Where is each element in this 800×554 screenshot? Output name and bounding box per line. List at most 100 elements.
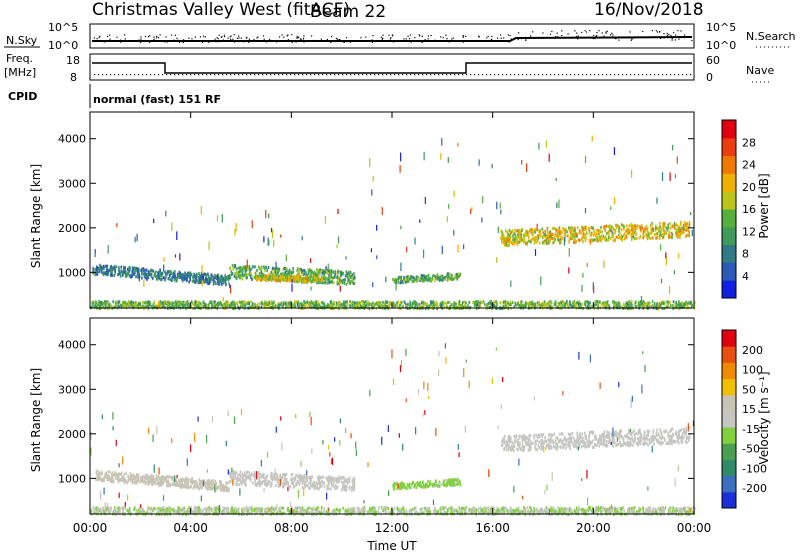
echo-cell bbox=[297, 267, 299, 271]
noise-cell bbox=[525, 163, 528, 173]
echo-cell bbox=[336, 477, 339, 481]
echo-cell bbox=[631, 235, 633, 239]
noise-cell bbox=[613, 197, 616, 205]
echo-cell bbox=[351, 300, 354, 304]
echo-cell bbox=[624, 304, 627, 308]
echo-cell bbox=[348, 270, 351, 274]
echo-cell bbox=[455, 302, 457, 306]
echo-cell bbox=[179, 275, 182, 279]
echo-cell bbox=[439, 305, 442, 309]
nsearch-dot bbox=[103, 41, 105, 43]
echo-cell bbox=[679, 223, 682, 227]
echo-cell bbox=[659, 232, 661, 236]
nave-dot bbox=[138, 74, 140, 76]
echo-cell bbox=[556, 238, 559, 242]
nave-dot bbox=[442, 74, 444, 76]
echo-cell bbox=[137, 479, 140, 483]
echo-cell bbox=[329, 280, 332, 284]
noise-cell bbox=[228, 274, 230, 280]
echo-cell bbox=[302, 268, 305, 272]
echo-cell bbox=[201, 481, 204, 485]
echo-cell bbox=[297, 275, 300, 279]
echo-cell bbox=[541, 241, 544, 245]
echo-cell bbox=[226, 487, 228, 491]
echo-cell bbox=[167, 277, 170, 281]
echo-cell bbox=[644, 227, 647, 231]
echo-cell bbox=[120, 478, 123, 482]
nsearch-dot bbox=[330, 40, 332, 42]
echo-cell bbox=[680, 230, 683, 234]
nsearch-dot bbox=[230, 35, 232, 37]
echo-cell bbox=[239, 273, 242, 277]
nave-dot bbox=[666, 74, 668, 76]
echo-cell bbox=[230, 303, 233, 307]
nsearch-dot bbox=[589, 30, 591, 32]
echo-cell bbox=[200, 274, 202, 278]
echo-cell bbox=[126, 481, 129, 485]
echo-cell bbox=[314, 303, 317, 307]
echo-cell bbox=[258, 483, 261, 487]
noise-cell bbox=[270, 228, 273, 233]
echo-cell bbox=[193, 275, 195, 279]
echo-cell bbox=[263, 273, 265, 277]
echo-cell bbox=[181, 303, 183, 307]
echo-cell bbox=[320, 279, 322, 283]
nsearch-dot bbox=[632, 37, 634, 39]
echo-cell bbox=[371, 305, 373, 309]
echo-cell bbox=[195, 304, 198, 308]
echo-cell bbox=[551, 236, 554, 240]
echo-cell bbox=[410, 274, 412, 278]
echo-cell bbox=[219, 486, 222, 490]
noise-cell bbox=[337, 208, 339, 215]
echo-cell bbox=[100, 470, 103, 474]
echo-cell bbox=[639, 227, 642, 231]
echo-cell bbox=[669, 235, 671, 239]
echo-cell bbox=[205, 273, 208, 277]
noise-cell bbox=[280, 234, 282, 238]
nave-dot bbox=[506, 74, 508, 76]
noise-cell bbox=[500, 209, 502, 215]
echo-cell bbox=[201, 273, 204, 277]
echo-cell bbox=[261, 275, 264, 279]
echo-cell bbox=[236, 301, 238, 305]
echo-cell bbox=[120, 265, 123, 269]
echo-cell bbox=[458, 272, 460, 276]
echo-cell bbox=[250, 271, 252, 275]
nsearch-dot bbox=[457, 40, 460, 42]
echo-cell bbox=[244, 474, 247, 478]
echo-cell bbox=[146, 473, 148, 477]
echo-cell bbox=[168, 270, 171, 274]
echo-cell bbox=[320, 305, 322, 309]
echo-cell bbox=[294, 304, 296, 308]
echo-cell bbox=[582, 240, 584, 244]
echo-cell bbox=[411, 304, 414, 308]
echo-cell bbox=[600, 238, 603, 242]
echo-cell bbox=[603, 302, 606, 306]
noise-cell bbox=[422, 249, 425, 258]
echo-cell bbox=[160, 304, 163, 308]
echo-cell bbox=[602, 234, 605, 238]
echo-cell bbox=[520, 233, 523, 237]
echo-cell bbox=[200, 277, 203, 281]
echo-cell bbox=[286, 277, 289, 281]
echo-cell bbox=[351, 303, 354, 307]
echo-cell bbox=[280, 301, 283, 305]
echo-cell bbox=[270, 278, 273, 282]
nave-dot bbox=[158, 74, 160, 76]
echo-cell bbox=[403, 277, 405, 281]
noise-cell bbox=[146, 277, 148, 282]
nsearch-dot bbox=[642, 30, 644, 33]
echo-cell bbox=[239, 477, 241, 481]
echo-cell bbox=[679, 235, 681, 239]
echo-cell bbox=[292, 270, 294, 274]
echo-cell bbox=[545, 238, 548, 242]
echo-cell bbox=[252, 481, 254, 485]
nsearch-dot bbox=[262, 35, 265, 37]
nave-dot bbox=[670, 74, 672, 76]
nave-dot bbox=[594, 74, 596, 76]
echo-cell bbox=[531, 232, 534, 236]
echo-cell bbox=[259, 476, 261, 480]
echo-cell bbox=[351, 273, 354, 277]
echo-cell bbox=[401, 483, 403, 487]
echo-cell bbox=[342, 475, 344, 479]
